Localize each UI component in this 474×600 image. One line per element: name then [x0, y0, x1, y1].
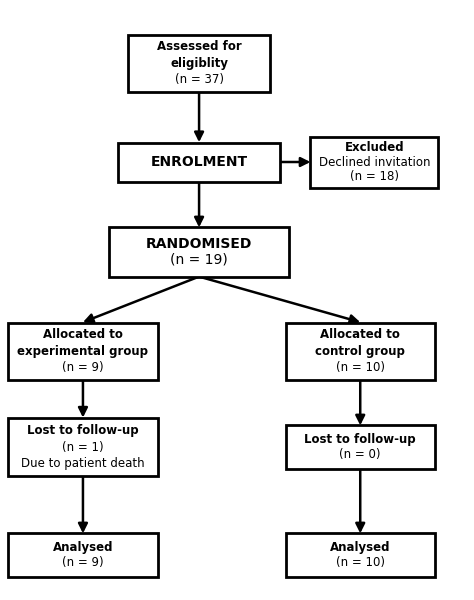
- Bar: [310, 136, 438, 187]
- Text: Analysed: Analysed: [53, 541, 113, 554]
- Bar: [285, 323, 435, 379]
- Text: (n = 10): (n = 10): [336, 556, 385, 569]
- Bar: [118, 142, 280, 181]
- Text: (n = 1): (n = 1): [62, 440, 104, 454]
- Text: control group: control group: [315, 344, 405, 358]
- Text: Declined invitation: Declined invitation: [319, 155, 430, 169]
- Text: (n = 9): (n = 9): [62, 556, 104, 569]
- Text: Lost to follow-up: Lost to follow-up: [27, 424, 139, 437]
- Text: Allocated to: Allocated to: [43, 328, 123, 341]
- Text: Analysed: Analysed: [330, 541, 391, 554]
- Text: (n = 0): (n = 0): [339, 448, 381, 461]
- Bar: [109, 227, 289, 277]
- Text: (n = 19): (n = 19): [170, 253, 228, 267]
- Text: (n = 9): (n = 9): [62, 361, 104, 374]
- Text: experimental group: experimental group: [18, 344, 148, 358]
- Bar: [8, 323, 157, 379]
- Text: (n = 10): (n = 10): [336, 361, 385, 374]
- Bar: [285, 533, 435, 577]
- Bar: [128, 34, 270, 91]
- Text: Lost to follow-up: Lost to follow-up: [304, 433, 416, 446]
- Text: eligiblity: eligiblity: [170, 56, 228, 70]
- Text: RANDOMISED: RANDOMISED: [146, 237, 252, 251]
- Text: (n = 37): (n = 37): [174, 73, 224, 86]
- Text: ENROLMENT: ENROLMENT: [151, 155, 247, 169]
- Text: (n = 18): (n = 18): [350, 170, 399, 183]
- Bar: [8, 418, 157, 476]
- Text: Due to patient death: Due to patient death: [21, 457, 145, 470]
- Bar: [8, 533, 157, 577]
- Bar: [285, 425, 435, 469]
- Text: Excluded: Excluded: [345, 141, 404, 154]
- Text: Assessed for: Assessed for: [157, 40, 241, 53]
- Text: Allocated to: Allocated to: [320, 328, 400, 341]
